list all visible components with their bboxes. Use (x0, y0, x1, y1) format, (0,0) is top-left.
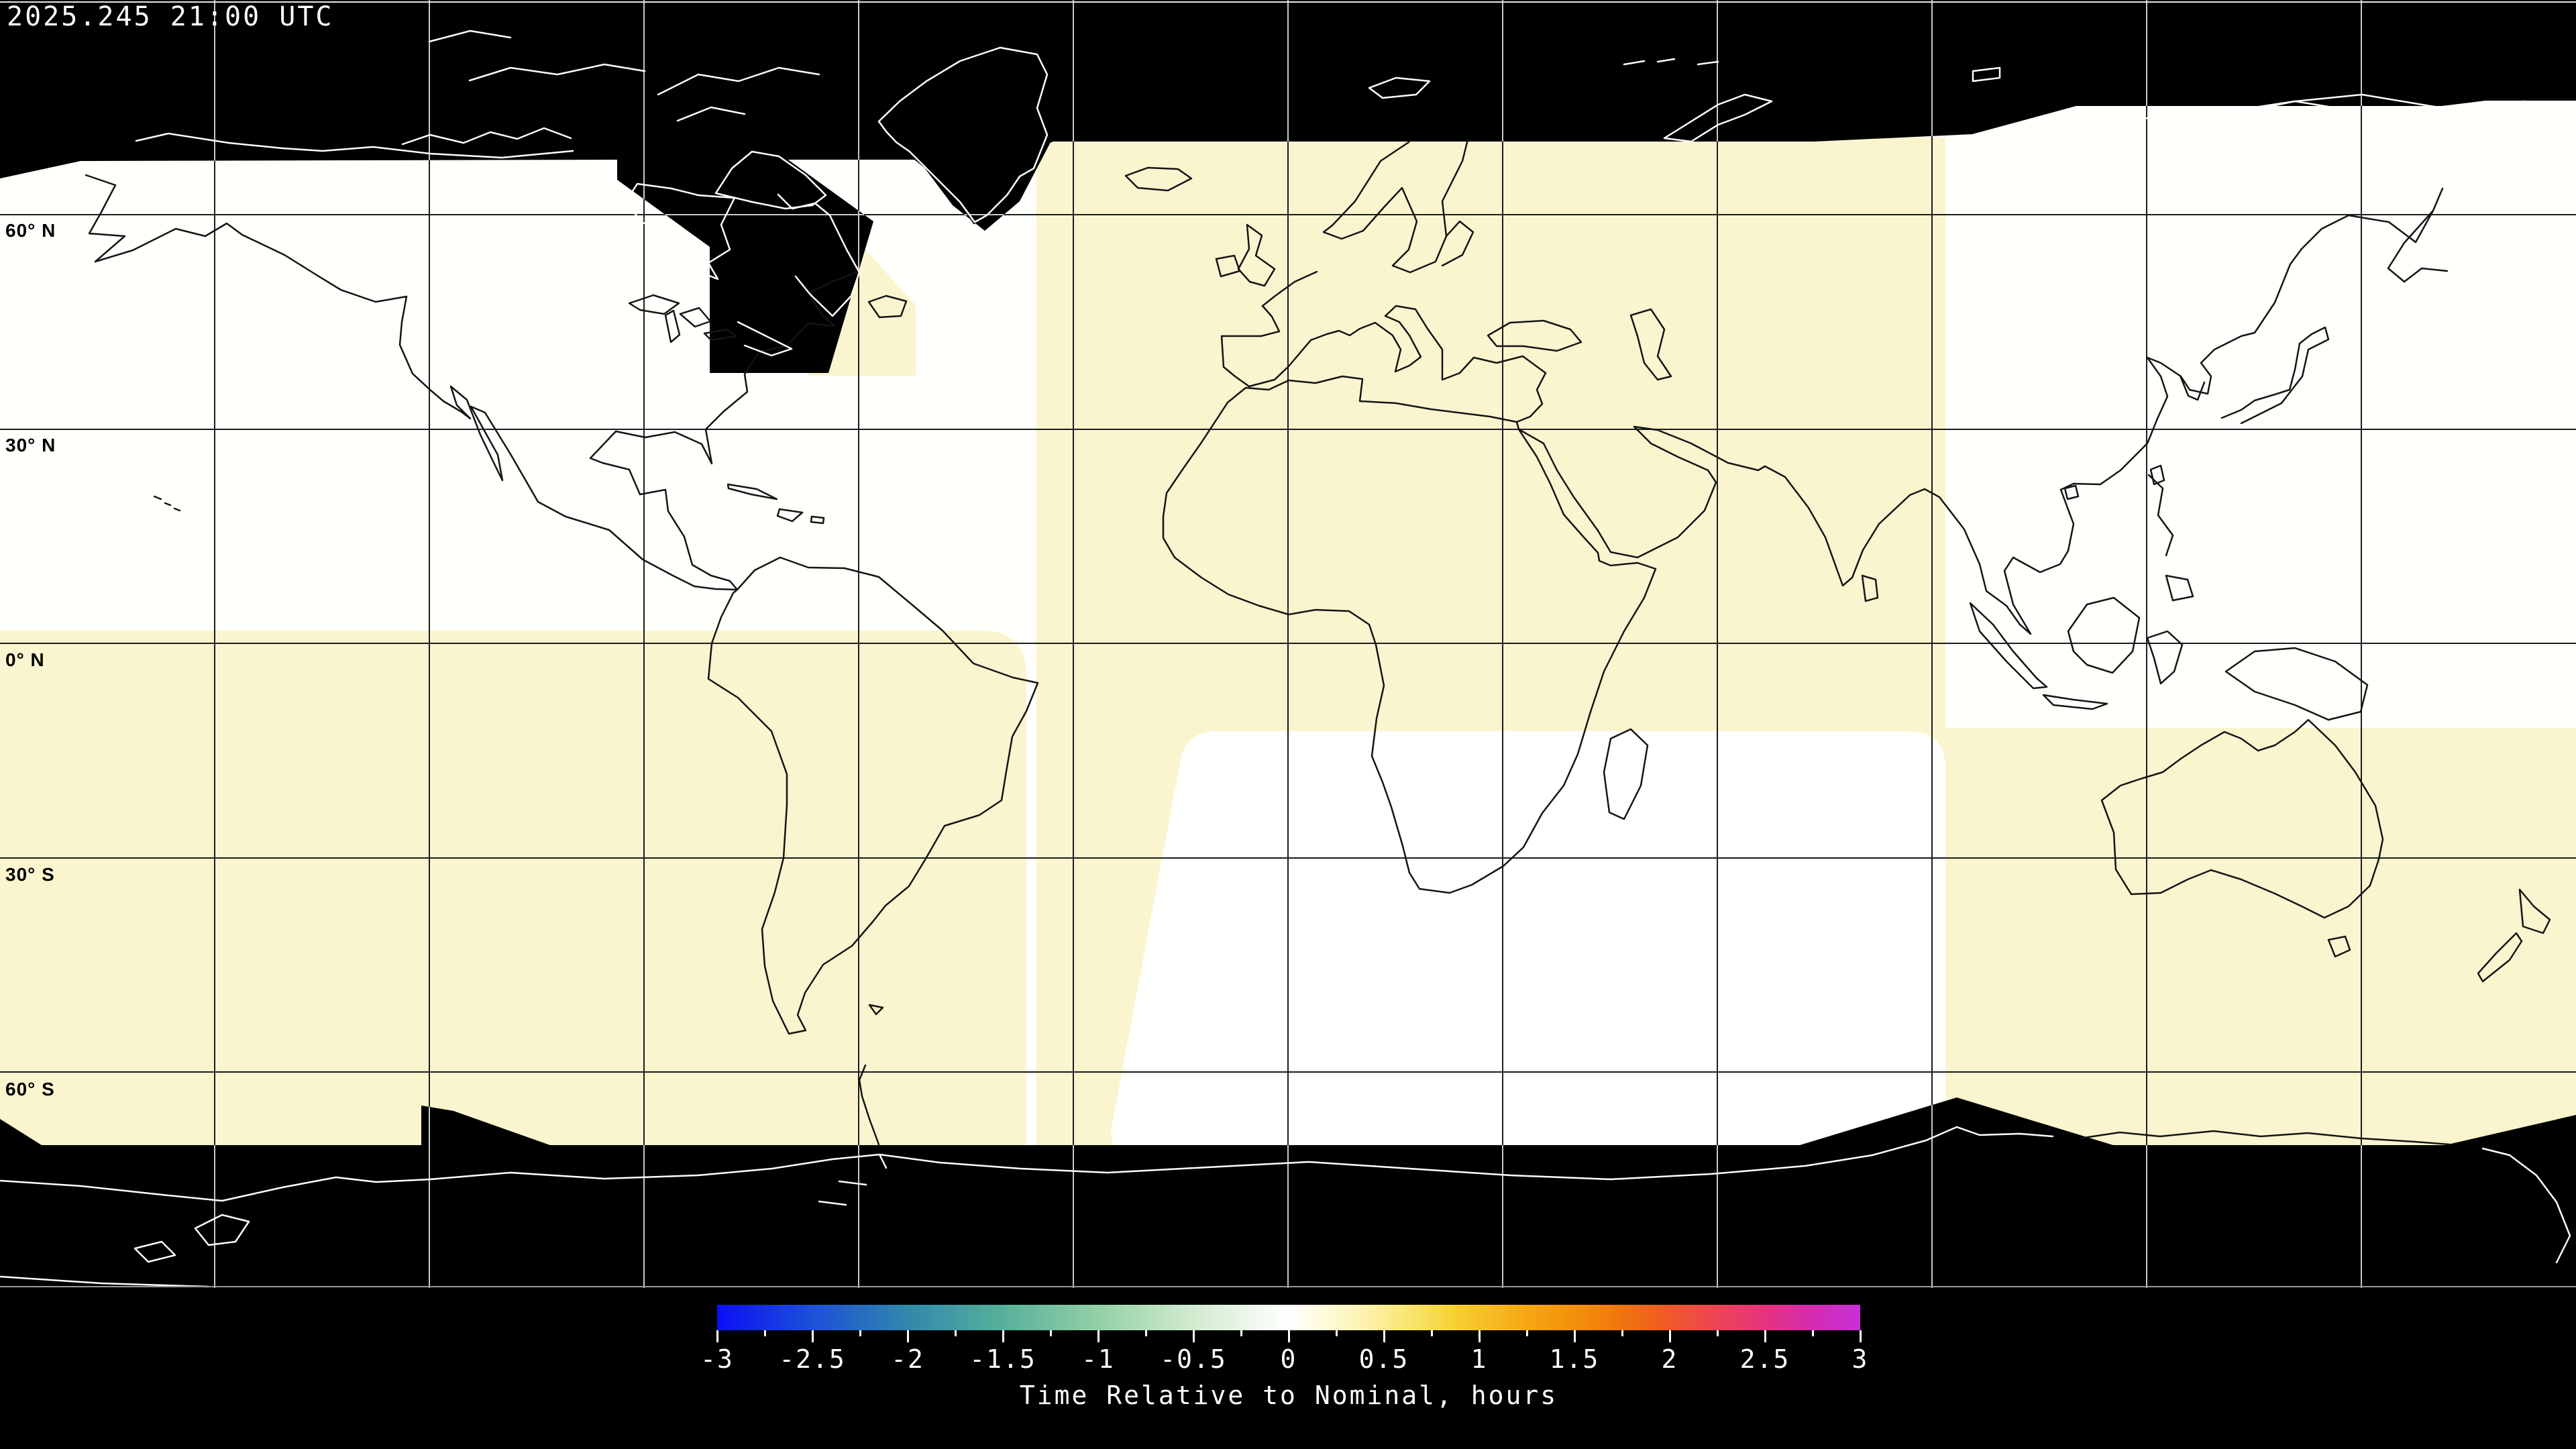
colorbar-tick-label: 3 (1851, 1344, 1869, 1374)
colorbar-tick-label: -3 (700, 1344, 734, 1374)
lat-label-60: 60° N (5, 220, 56, 241)
coastline-greenland (877, 46, 1049, 223)
colorbar-minor-tick (1716, 1330, 1719, 1336)
colorbar-tick-label: -2.5 (779, 1344, 846, 1374)
world-map-plot: 2025.245 21:00 UTC 60° N 30° N 0° N 30° S 60… (0, 0, 2576, 1288)
coastline-arctic-canada-islands (401, 30, 820, 146)
colorbar-major-tick (1287, 1330, 1290, 1342)
colorbar-major-tick (1002, 1330, 1004, 1342)
map-frame (0, 1, 2576, 1287)
coastline-sri-lanka (1861, 574, 1879, 602)
timestamp-label: 2025.245 21:00 UTC (7, 1, 334, 32)
colorbar-title: Time Relative to Nominal, hours (1019, 1381, 1558, 1410)
coastline-australia (2100, 718, 2384, 958)
coastline-caspian-sea (1629, 308, 1672, 381)
colorbar-major-tick (1668, 1330, 1671, 1342)
coastline-arctic-russia-islands (1368, 58, 2575, 143)
coastline-chukotka (2072, 93, 2576, 129)
colorbar: -3 -2.5 -2 -1.5 -1 -0.5 0 0.5 1 1.5 2 2.5 3 Time Rel… (0, 0, 2576, 1410)
coastlines-light (0, 30, 2576, 1288)
colorbar-major-tick (906, 1330, 909, 1342)
no-coverage-canada-notch (617, 158, 873, 373)
colorbar-minor-tick (859, 1330, 861, 1336)
colorbar-tick-label: 0.5 (1358, 1344, 1409, 1374)
colorbar-gradient-track (717, 1305, 1860, 1330)
colorbar-major-tick (1097, 1330, 1099, 1342)
lat-label--30: 30° S (5, 864, 55, 885)
coastline-philippines (2147, 474, 2194, 602)
colorbar-major-tick (1573, 1330, 1576, 1342)
colorbar-minor-tick (1240, 1330, 1242, 1336)
coastline-labrador (737, 193, 861, 357)
coastline-asia (1517, 187, 2444, 635)
coastline-south-america (707, 556, 1039, 1035)
coastline-iceland (1124, 166, 1193, 192)
world-map-svg (0, 0, 2576, 1288)
coastline-arctic-coast (135, 132, 574, 159)
lat-label-30: 30° N (5, 435, 56, 455)
colorbar-minor-tick (1144, 1330, 1147, 1336)
coastline-baffin-island (714, 150, 827, 210)
colorbar-minor-tick (1430, 1330, 1433, 1336)
colorbar-major-tick (716, 1330, 718, 1342)
coastline-new-guinea (2224, 647, 2369, 721)
colorbar-tick-label: -0.5 (1160, 1344, 1227, 1374)
colorbar-major-tick (1192, 1330, 1195, 1342)
colorbar-minor-tick (1335, 1330, 1338, 1336)
coastline-scandinavia (1322, 138, 1474, 274)
coastline-madagascar (1603, 728, 1649, 820)
colorbar-minor-tick (1811, 1330, 1814, 1336)
coastline-korea (2179, 374, 2206, 401)
coastline-japan (2220, 326, 2330, 425)
colorbar-minor-tick (1525, 1330, 1528, 1336)
colorbar-tick-label: 1 (1470, 1344, 1488, 1374)
coastline-indonesia (1969, 596, 2184, 710)
colorbar-tick-label: 2.5 (1739, 1344, 1790, 1374)
central-nominal-window (1111, 731, 1945, 1157)
coastline-great-lakes (628, 294, 737, 343)
colorbar-major-tick (1478, 1330, 1481, 1342)
coastline-hudson-bay (624, 182, 736, 280)
coastline-newfoundland (867, 294, 908, 319)
coastline-caribbean (727, 483, 825, 525)
coastline-okhotsk-kamchatka (2387, 209, 2449, 283)
coastline-europe-africa (1162, 270, 1657, 894)
colorbar-major-tick (1859, 1330, 1862, 1342)
coastline-black-sea (1487, 319, 1582, 352)
coastline-new-zealand (2477, 888, 2551, 983)
colorbar-major-tick (1383, 1330, 1385, 1342)
colorbar-major-tick (811, 1330, 814, 1342)
colorbar-minor-tick (1621, 1330, 1623, 1336)
coastline-antarctica-in-light (858, 1064, 2451, 1146)
coastline-antarctica (0, 1126, 2571, 1288)
colorbar-tick-label: -2 (891, 1344, 924, 1374)
colorbar-minor-tick (1049, 1330, 1052, 1336)
lat-label-0: 0° N (5, 649, 45, 670)
colorbar-tick-label: 2 (1661, 1344, 1678, 1374)
colorbar-tick-label: 1.5 (1549, 1344, 1600, 1374)
coastline-british-isles (1215, 223, 1276, 287)
coastline-hawaii (153, 495, 181, 512)
coastlines-dark (85, 138, 2551, 1146)
colorbar-minor-tick (763, 1330, 766, 1336)
colorbar-tick-label: -1.5 (969, 1344, 1036, 1374)
colorbar-major-tick (1764, 1330, 1766, 1342)
colorbar-minor-tick (954, 1330, 957, 1336)
coastline-north-america (85, 174, 860, 591)
colorbar-tick-label: -1 (1081, 1344, 1115, 1374)
lat-label--60: 60° S (5, 1079, 55, 1099)
colorbar-tick-label: 0 (1280, 1344, 1297, 1374)
